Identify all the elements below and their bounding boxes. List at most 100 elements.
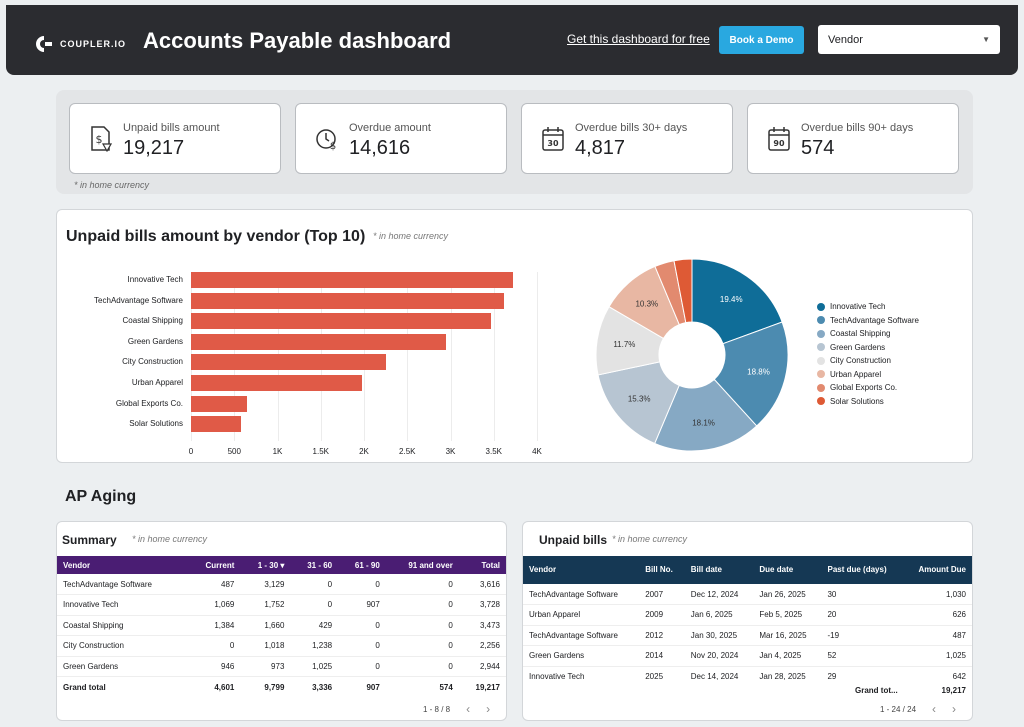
- donut-slice[interactable]: [691, 258, 783, 345]
- kpi-value: 19,217: [123, 137, 185, 159]
- next-page-icon[interactable]: ›: [952, 702, 957, 716]
- kpi-label: Unpaid bills amount: [123, 122, 220, 134]
- donut-slice[interactable]: [713, 321, 789, 427]
- slice-label: 19.4%: [720, 295, 743, 304]
- column-header[interactable]: Bill date: [684, 556, 754, 584]
- table-cell: 2009: [639, 604, 685, 626]
- book-demo-button[interactable]: Book a Demo: [719, 26, 804, 54]
- table-cell: Dec 14, 2024: [684, 666, 754, 680]
- legend-swatch: [817, 302, 825, 311]
- bar[interactable]: [191, 416, 241, 433]
- bar[interactable]: [191, 292, 504, 309]
- table-row[interactable]: Coastal Shipping 1,384 1,660 429 0 0 3,473: [57, 615, 506, 636]
- table-row[interactable]: Green Gardens 2014 Nov 20, 2024 Jan 4, 2025…: [523, 645, 972, 667]
- table-cell: Jan 6, 2025: [684, 604, 754, 626]
- column-header[interactable]: 31 - 60: [290, 556, 339, 574]
- table-cell: TechAdvantage Software: [523, 584, 640, 605]
- legend-item[interactable]: TechAdvantage Software: [817, 316, 919, 325]
- table-row[interactable]: Urban Apparel 2009 Jan 6, 2025 Feb 5, 2025 2…: [523, 604, 972, 626]
- table-row[interactable]: Innovative Tech 2025 Dec 14, 2024 Jan 28, 2…: [523, 666, 972, 680]
- legend-item[interactable]: Solar Solutions: [817, 397, 884, 406]
- column-header[interactable]: Current: [187, 556, 241, 574]
- x-tick-label: 2K: [359, 446, 369, 456]
- legend-item[interactable]: Innovative Tech: [817, 302, 885, 311]
- table-cell: Mar 16, 2025: [753, 625, 822, 646]
- chart-legend: Innovative Tech TechAdvantage Software Coa…: [817, 302, 967, 412]
- legend-item[interactable]: Green Gardens: [817, 343, 885, 352]
- total-cell: Grand total: [57, 676, 188, 697]
- bar[interactable]: [191, 375, 363, 391]
- table-cell: 429: [290, 615, 339, 636]
- bar[interactable]: [191, 313, 492, 330]
- prev-page-icon[interactable]: ‹: [932, 702, 937, 716]
- legend-item[interactable]: Urban Apparel: [817, 370, 881, 379]
- column-header[interactable]: Total: [458, 556, 506, 574]
- bar-category-label: Urban Apparel: [131, 378, 183, 387]
- legend-item[interactable]: Global Exports Co.: [817, 383, 897, 392]
- bar[interactable]: [191, 354, 387, 371]
- unpaid-table-scroll[interactable]: Vendor Bill No. Bill date Due date Past due …: [523, 556, 972, 680]
- legend-item[interactable]: City Construction: [817, 356, 891, 365]
- table-cell: 0: [385, 656, 459, 677]
- donut-slice[interactable]: [597, 361, 680, 445]
- table-cell: 2025: [639, 666, 685, 680]
- total-cell: 574: [385, 676, 459, 697]
- table-cell: Coastal Shipping: [57, 615, 188, 636]
- column-header[interactable]: Amount Due: [903, 556, 972, 584]
- column-header[interactable]: 91 and over: [385, 556, 459, 574]
- kpi-label: Overdue bills 90+ days: [801, 122, 914, 134]
- clock-dollar-icon: $: [316, 129, 336, 152]
- legend-swatch: [817, 370, 825, 378]
- table-cell: Feb 5, 2025: [753, 604, 822, 626]
- table-row[interactable]: TechAdvantage Software 2012 Jan 30, 2025 Ma…: [523, 625, 972, 646]
- table-cell: 0: [338, 635, 386, 657]
- table-cell: Jan 26, 2025: [753, 584, 822, 605]
- vendor-filter-dropdown[interactable]: Vendor ▼: [818, 25, 1000, 54]
- table-row[interactable]: TechAdvantage Software 2007 Dec 12, 2024 Ja…: [523, 584, 972, 605]
- coupler-logo-icon: [36, 36, 52, 52]
- table-cell: 1,025: [903, 645, 972, 667]
- table-cell: 0: [338, 656, 386, 677]
- column-header[interactable]: 1 - 30 ▾: [240, 556, 291, 574]
- donut-slice[interactable]: [673, 258, 693, 324]
- table-row[interactable]: Innovative Tech 1,069 1,752 0 907 0 3,728: [57, 594, 506, 616]
- donut-chart: 19.4% 18.8% 18.1% 15.3% 11.7% 10.3%: [595, 258, 789, 452]
- table-cell: 0: [187, 635, 241, 657]
- table-row[interactable]: City Construction 0 1,018 1,238 0 0 2,256: [57, 635, 506, 657]
- bar[interactable]: [191, 272, 514, 288]
- table-cell: Jan 28, 2025: [753, 666, 822, 680]
- bar[interactable]: [191, 333, 446, 350]
- table-cell: Dec 12, 2024: [684, 584, 754, 605]
- column-header[interactable]: Past due (days): [821, 556, 904, 584]
- table-cell: 1,025: [290, 656, 339, 677]
- legend-label: Global Exports Co.: [830, 383, 898, 392]
- column-header[interactable]: Vendor: [57, 556, 188, 574]
- column-header[interactable]: Vendor: [523, 556, 640, 584]
- legend-swatch: [817, 356, 825, 365]
- slice-label: 10.3%: [635, 300, 658, 309]
- table-cell: 2007: [639, 584, 685, 605]
- kpi-footnote: * in home currency: [74, 180, 150, 190]
- kpi-overdue-amount: $ Overdue amount 14,616: [295, 103, 507, 174]
- table-cell: Jan 4, 2025: [753, 645, 822, 667]
- table-row[interactable]: TechAdvantage Software 487 3,129 0 0 0 3,616: [57, 574, 506, 595]
- vendor-chart-title: Unpaid bills amount by vendor (Top 10): [66, 228, 366, 245]
- logo-text: COUPLER.IO: [60, 39, 127, 49]
- donut-slice[interactable]: [654, 378, 758, 452]
- legend-item[interactable]: Coastal Shipping: [817, 329, 890, 338]
- calendar-30-icon: 30: [542, 127, 564, 151]
- x-tick-label: 500: [227, 446, 241, 456]
- column-header[interactable]: Due date: [753, 556, 822, 584]
- ap-aging-title: AP Aging: [65, 488, 137, 505]
- table-row[interactable]: Green Gardens 946 973 1,025 0 0 2,944: [57, 656, 506, 677]
- column-header[interactable]: Bill No.: [639, 556, 685, 584]
- get-dashboard-link[interactable]: Get this dashboard for free: [567, 32, 710, 46]
- unpaid-bills-card: Unpaid bills * in home currency Vendor Bi…: [522, 521, 973, 721]
- prev-page-icon[interactable]: ‹: [466, 702, 471, 716]
- next-page-icon[interactable]: ›: [486, 702, 491, 716]
- column-header[interactable]: 61 - 90: [338, 556, 386, 574]
- table-cell: 1,752: [240, 594, 291, 616]
- table-cell: City Construction: [57, 635, 188, 657]
- bar[interactable]: [191, 395, 247, 412]
- kpi-value: 574: [801, 137, 835, 159]
